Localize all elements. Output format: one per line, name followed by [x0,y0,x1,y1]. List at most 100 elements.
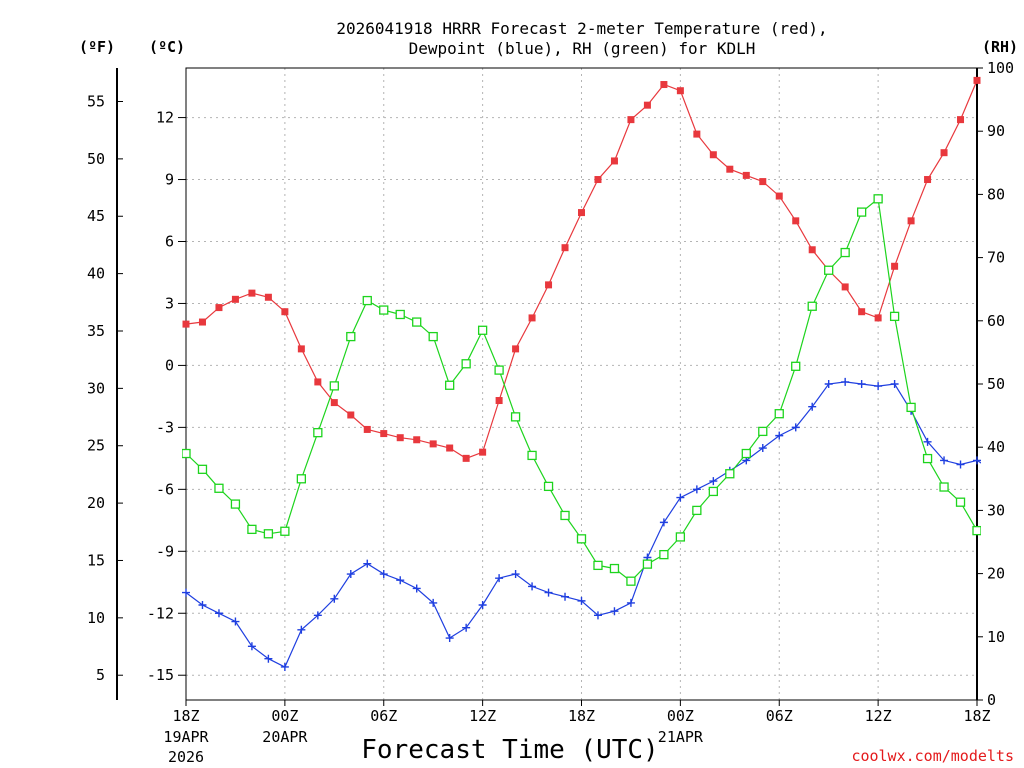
rh-point [329,381,339,391]
x-axis: 18Z 19APR 2026 00Z 20APR 06Z 12Z 18Z 00Z 21APR 06Z… [163,700,991,766]
temperature-point [907,217,915,225]
x-tick-label: 18Z [963,707,990,725]
temperature-point [841,283,849,291]
temperature-point [808,246,816,254]
rh-point [708,486,718,497]
dewpoint-point [247,642,256,651]
dewpoint-point [396,576,405,585]
dewpoint-point [445,634,454,643]
x-tick-label: 00Z [667,707,694,725]
rh-point [182,448,191,459]
x-tick-label: 06Z [370,707,397,725]
dewpoint-point [412,584,421,593]
dewpoint-point [297,625,306,634]
temperature-point [775,192,783,200]
temperature-point [561,244,569,252]
dewpoint-point [478,600,487,609]
rh-tick-label: 0 [987,691,996,709]
celsius-tick-label: 12 [156,109,174,127]
temperature-point [479,448,487,456]
temperature-point [314,378,322,386]
dewpoint-point [429,598,438,607]
x-tick-date-label: 19APR [163,728,209,746]
temperature-point [347,411,355,419]
temperature-point [891,262,899,270]
temperature-point [957,116,965,124]
rh-point [494,365,504,375]
dewpoint-point [709,477,718,486]
temperature-point [380,430,388,438]
temperature-point [182,320,190,328]
temperature-point [462,454,470,462]
rh-point [263,529,274,539]
fahrenheit-tick-label: 45 [87,207,105,225]
dewpoint-point [874,382,883,391]
temperature-point [924,176,932,184]
dewpoint-point [495,574,504,583]
rh-point [741,448,751,459]
fahrenheit-axis: 5 10 15 20 25 30 35 40 45 50 55 [87,93,123,684]
x-tick-label: 18Z [172,707,199,725]
rh-point [527,450,537,461]
temperature-point [429,440,437,448]
dewpoint-point [511,570,520,579]
rh-point [477,325,488,335]
temperature-point [264,293,272,301]
dewpoint-point [890,380,899,388]
celsius-tick-label: -15 [147,666,174,684]
rh-point [642,559,653,569]
rh-point [955,497,966,507]
dewpoint-point [363,559,372,568]
fahrenheit-tick-label: 25 [87,437,105,455]
temperature-point [726,165,734,173]
chart-title-line-2: Dewpoint (blue), RH (green) for KDLH [409,39,756,58]
temperature-point [759,178,767,186]
dewpoint-point [659,518,668,527]
x-tick-year-label: 2026 [168,748,204,766]
rh-point [576,534,587,544]
rh-tick-label: 40 [987,438,1005,456]
fahrenheit-tick-label: 55 [87,93,105,111]
rh-point [807,301,817,311]
rh-tick-label: 50 [987,375,1005,393]
temperature-point [495,397,503,405]
rh-point [395,309,405,320]
celsius-tick-label: 6 [165,232,174,250]
temperature-point [693,130,701,138]
fahrenheit-tick-label: 50 [87,150,105,168]
temperature-point [610,157,618,165]
dewpoint-point [676,493,685,502]
chart-title-line-1: 2026041918 HRRR Forecast 2-meter Tempera… [336,19,827,38]
fahrenheit-tick-label: 20 [87,494,105,512]
series-filled-square [182,76,981,462]
temperature-point [545,281,553,289]
fahrenheit-tick-label: 5 [96,666,105,684]
dewpoint-point [214,609,223,618]
rh-point [889,311,900,322]
dewpoint-point [775,431,784,440]
temperature-point [330,399,338,407]
credit-link[interactable]: coolwx.com/modelts [851,747,1014,765]
temperature-point [281,308,289,316]
rh-point [346,331,356,342]
rh-point [461,359,471,369]
temperature-point [660,81,668,89]
x-tick-label: 12Z [469,707,496,725]
x-axis-label: Forecast Time (UTC) [361,735,658,765]
rh-point [197,464,208,474]
rh-point [824,265,834,275]
temperature-point [363,425,371,433]
temperature-point [940,149,948,157]
rh-point [972,525,981,536]
rh-point [873,194,883,204]
temperature-point [627,116,635,124]
dewpoint-point [182,588,190,597]
temperature-point [874,314,882,322]
rh-point [560,510,570,521]
rh-point [906,402,916,413]
temperature-point [446,444,454,452]
temperature-point [578,209,585,217]
dewpoint-point [841,377,850,386]
fahrenheit-unit-label: (ºF) [79,38,115,56]
rh-tick-label: 80 [987,185,1005,203]
